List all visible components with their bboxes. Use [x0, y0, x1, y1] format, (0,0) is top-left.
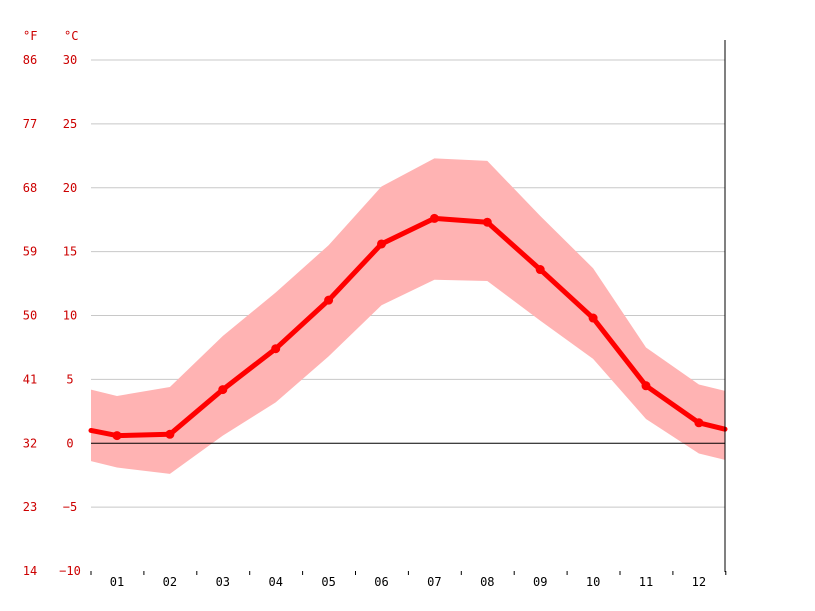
x-tick-label: 11 [639, 575, 653, 589]
celsius-unit-label: °C [64, 29, 78, 43]
temperature-range-band [91, 158, 725, 474]
mean-point [482, 217, 492, 227]
x-tick-label: 10 [586, 575, 600, 589]
mean-temperature-line [88, 215, 728, 439]
x-tick-label: 07 [427, 575, 441, 589]
y-tick-label-c: 30 [63, 53, 77, 67]
y-tick-label-f: 68 [23, 181, 37, 195]
x-tick-label: 08 [480, 575, 494, 589]
mean-point [112, 431, 122, 441]
mean-point [641, 381, 651, 391]
y-tick-label-f: 50 [23, 309, 37, 323]
y-tick-label-c: 20 [63, 181, 77, 195]
mean-point [377, 239, 386, 249]
y-tick-label-c: 5 [66, 372, 73, 386]
mean-point [165, 429, 175, 439]
y-tick-label-f: 14 [23, 564, 37, 578]
x-tick-label: 03 [216, 575, 230, 589]
y-tick-label-f: 77 [23, 117, 37, 131]
x-tick-label: 05 [321, 575, 335, 589]
x-tick-label: 02 [163, 575, 177, 589]
mean-point [694, 418, 704, 428]
y-tick-label-f: 41 [23, 372, 37, 386]
band-layer [91, 158, 725, 474]
fahrenheit-unit-label: °F [23, 29, 37, 43]
mean-point [588, 313, 598, 323]
y-tick-label-c: −10 [59, 564, 81, 578]
mean-point [429, 213, 439, 223]
line-layer [88, 213, 728, 444]
x-tick-label: 01 [110, 575, 124, 589]
y-tick-label-f: 23 [23, 500, 37, 514]
y-tick-label-c: 25 [63, 117, 77, 131]
y-tick-label-c: 15 [63, 245, 77, 259]
mean-point [324, 295, 334, 305]
axis-layer: °F °C 86 30 77 25 68 20 59 15 50 10 41 5 32 0 23 −5 14 −1… [23, 29, 727, 589]
y-tick-label-c: 0 [66, 436, 73, 450]
y-tick-label-f: 59 [23, 245, 37, 259]
mean-point [535, 265, 545, 275]
y-tick-label-c: 10 [63, 309, 77, 323]
x-tick-label: 06 [374, 575, 388, 589]
mean-point [271, 344, 281, 354]
x-tick-label: 04 [268, 575, 282, 589]
y-tick-label-c: −5 [63, 500, 77, 514]
x-tick-label: 12 [692, 575, 706, 589]
y-tick-label-f: 32 [23, 436, 37, 450]
y-tick-label-f: 86 [23, 53, 37, 67]
mean-point [218, 385, 228, 395]
x-tick-label: 09 [533, 575, 547, 589]
